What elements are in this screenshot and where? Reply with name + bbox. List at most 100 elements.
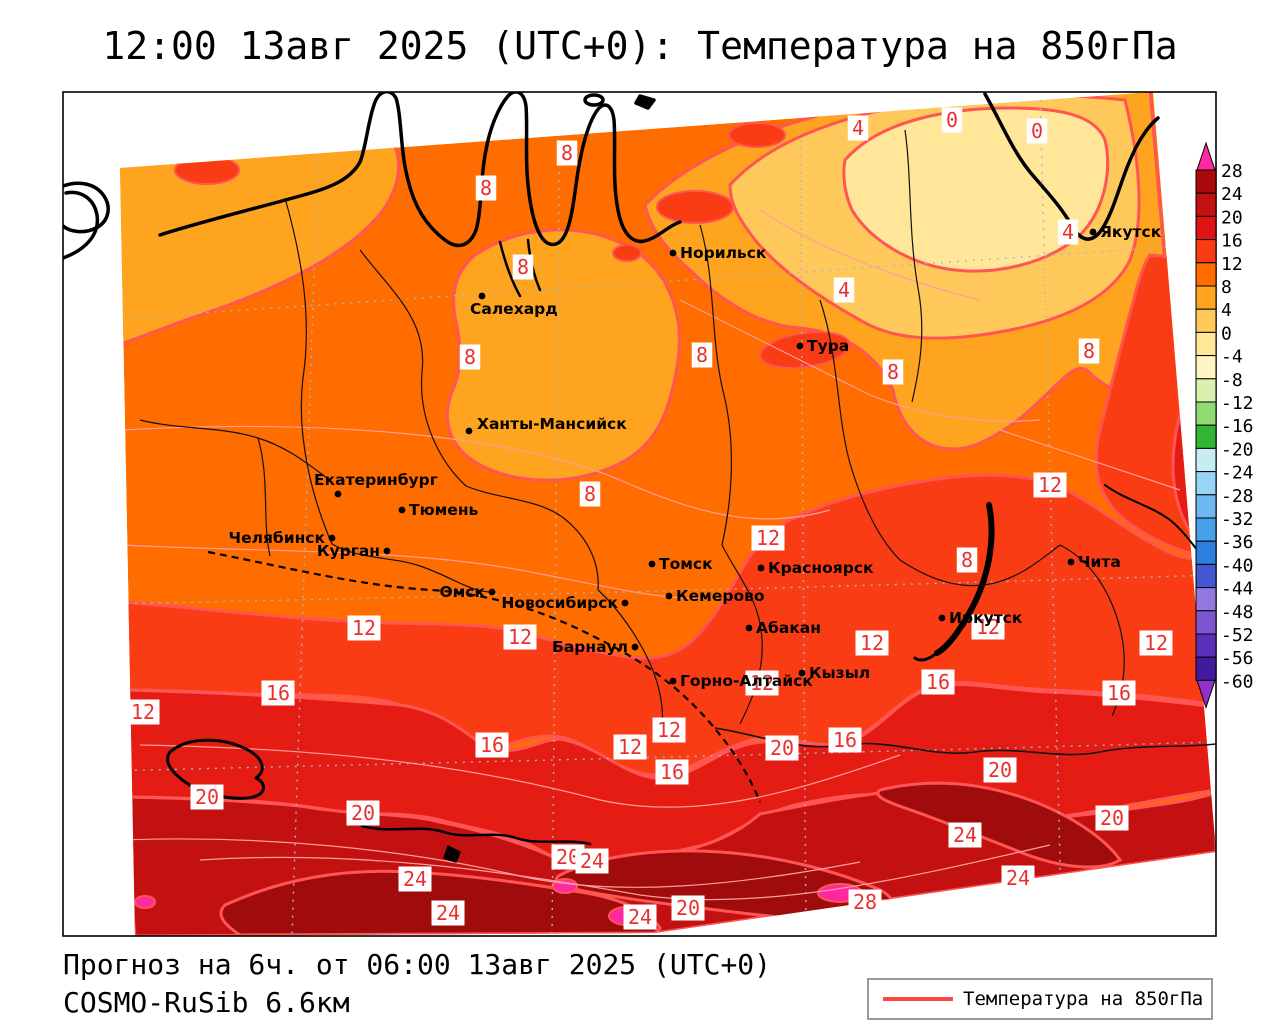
contour-label: 20 [195,785,219,809]
colorbar-tick-label: -32 [1221,509,1254,530]
colorbar-swatch [1195,517,1217,542]
city-marker [665,592,673,600]
city-label: Якутск [1100,223,1162,241]
city-label: Кызыл [809,664,870,682]
colorbar-tick-label: 24 [1221,184,1243,205]
contour-label-box [956,547,978,573]
city-label: Новосибирск [501,594,618,612]
contour-label: 12 [750,671,774,695]
city-label: Курган [317,542,380,560]
colorbar-swatch [1195,215,1217,241]
region-borders [139,129,1216,756]
contour-label: 0 [946,108,958,132]
city-marker [757,564,765,572]
contour-label-box [921,669,955,695]
contour-label: 8 [887,360,899,384]
contour-label: 16 [660,760,684,784]
map-key-label: Температура на 850гПа [963,988,1204,1010]
map-title: 12:00 13авг 2025 (UTC+0): Температура на… [102,24,1178,68]
city-marker [669,677,677,685]
lake-zaysan [360,824,592,846]
contour-label: 16 [1107,681,1131,705]
lake-baikal [934,502,995,656]
contour-label: 12 [131,700,155,724]
city-marker [938,614,946,622]
contour-label-box [847,115,869,141]
contour-label: 12 [756,526,780,550]
state-border-dashed [207,550,762,803]
cities-layer: Норильск Салехард Тура Якутск Ханты-Мансийск… [229,223,1162,690]
contour-label: 24 [403,867,427,891]
contour-label: 8 [696,343,708,367]
colorbar-swatch [1195,587,1217,612]
contour-label: 20 [988,758,1012,782]
colorbar-tick-label: -20 [1221,439,1254,460]
city-label: Омск [439,583,485,601]
city-marker [398,506,406,514]
colorbar-swatch [1195,401,1217,426]
city-label: Норильск [680,244,767,262]
colorbar-tick-label: 16 [1221,231,1243,252]
contour-label-box [1078,338,1100,364]
contour-label: 0 [1031,119,1043,143]
contour-label: 12 [657,718,681,742]
contour-label: 8 [561,141,573,165]
coastline-path [983,92,1160,241]
contour-label: 4 [852,116,864,140]
contour-label: 8 [464,345,476,369]
colorbar-tick-label: -24 [1221,463,1254,484]
city-label: Чита [1078,553,1121,571]
contour-labels-layer: 8 8 8 8 8 8 8 8 8 4 4 4 0 0 12 12 12 12 12 12 12 12 12 12 12 16 16… [126,107,1173,930]
contour-label-box [556,140,578,166]
colorbar-swatch [1195,262,1217,287]
city-marker [488,588,496,596]
city-label: Челябинск [229,529,326,547]
contour-label-box [1033,472,1067,498]
contour-label: 12 [618,735,642,759]
contour-label-box [882,359,904,385]
contour-label: 20 [351,801,375,825]
colorbar-tick-label: -44 [1221,579,1254,600]
lakes [166,484,1206,863]
contour-label-box [1095,805,1129,831]
contour-label-box [261,680,295,706]
contour-label-box [431,900,465,926]
contour-label-box [459,344,481,370]
city-marker [1067,558,1075,566]
small-lake [443,845,461,863]
colorbar-swatch [1195,633,1217,658]
city-label: Салехард [470,300,558,318]
contour-label: 12 [976,615,1000,639]
contour-label-box [190,784,224,810]
contour-label-box [475,732,509,758]
contour-label: 24 [1006,866,1030,890]
city-label: Томск [659,555,713,573]
contour-label-box [475,175,497,201]
contour-label-box [126,699,160,725]
contour-label-box [941,107,963,133]
contour-label: 12 [508,625,532,649]
city-marker [796,342,804,350]
contour-label: 16 [833,728,857,752]
colorbar-swatch [1195,308,1217,333]
contour-label-box [503,624,537,650]
colorbar-tick-label: 8 [1221,277,1232,298]
city-marker [334,490,342,498]
contour-label: 12 [352,616,376,640]
contour-label-box [1139,630,1173,656]
colorbar-tick-label: 28 [1221,161,1243,182]
contour-label: 4 [1062,220,1074,244]
city-label: Тюмень [409,501,479,519]
colorbar-swatch [1195,540,1217,565]
contour-label: 12 [860,631,884,655]
coastline-path [63,181,110,234]
contour-label: 16 [926,670,950,694]
colorbar-swatch [1195,424,1217,449]
ne-rivers [1104,484,1206,561]
colorbar-swatch [1195,610,1217,635]
contour-label: 20 [676,896,700,920]
contour-label-box [948,822,982,848]
contour-label: 28 [853,890,877,914]
colorbar-swatch [1195,447,1217,473]
